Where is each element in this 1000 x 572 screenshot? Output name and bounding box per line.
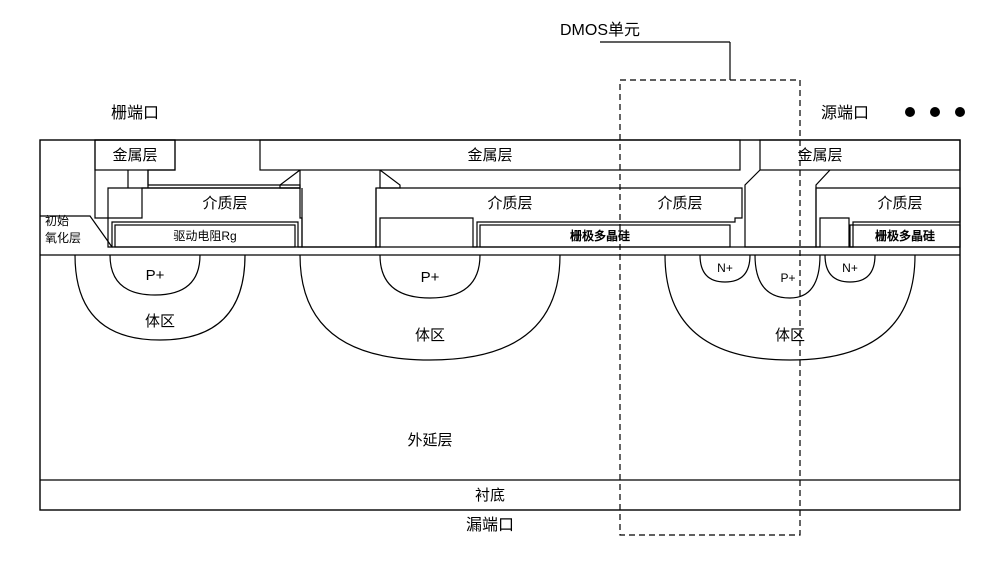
dmos-unit-box [620,80,800,535]
gate-port-label: 栅端口 [111,104,159,122]
nplus-left-label: N+ [717,261,733,275]
metal-1-label: 金属层 [112,147,157,164]
dots-1 [905,107,915,117]
dielectric-3-label: 介质层 [657,195,702,212]
rg-label: 驱动电阻Rg [173,229,236,243]
dmos-cross-section-diagram: 衬底 漏端口 外延层 体区 P+ 体区 P+ 体区 P+ N+ N+ 驱动电阻R… [0,0,1000,572]
dots-2 [930,107,940,117]
source-port-label: 源端口 [821,104,869,122]
gate-poly1-label: 栅极多晶硅 [570,228,630,243]
metal-3-top [760,140,960,170]
pplus-right-label: P+ [780,271,795,285]
dielectric-2-label: 介质层 [487,195,532,212]
body-label-mid: 体区 [415,327,445,344]
metal-2-label: 金属层 [467,147,512,164]
dielectric-1-label: 介质层 [202,195,247,212]
metal-2-dip [302,188,376,247]
initial-oxide-label-1: 初始 [45,214,69,228]
body-label-left: 体区 [145,313,175,330]
dmos-unit-label: DMOS单元 [560,21,640,39]
gate-via [128,170,148,188]
gate-poly2-label: 栅极多晶硅 [875,228,935,243]
initial-oxide-label-2: 氧化层 [45,231,81,245]
epi-label: 外延层 [407,432,452,449]
metal-3-via [745,170,830,247]
dielectric-4-label: 介质层 [877,195,922,212]
substrate-label: 衬底 [475,487,505,504]
dots-3 [955,107,965,117]
nplus-right-label: N+ [842,261,858,275]
drain-port-label: 漏端口 [466,516,514,534]
pplus-mid-label: P+ [421,269,440,286]
pplus-left-label: P+ [146,267,165,284]
metal-3-label: 金属层 [797,147,842,164]
